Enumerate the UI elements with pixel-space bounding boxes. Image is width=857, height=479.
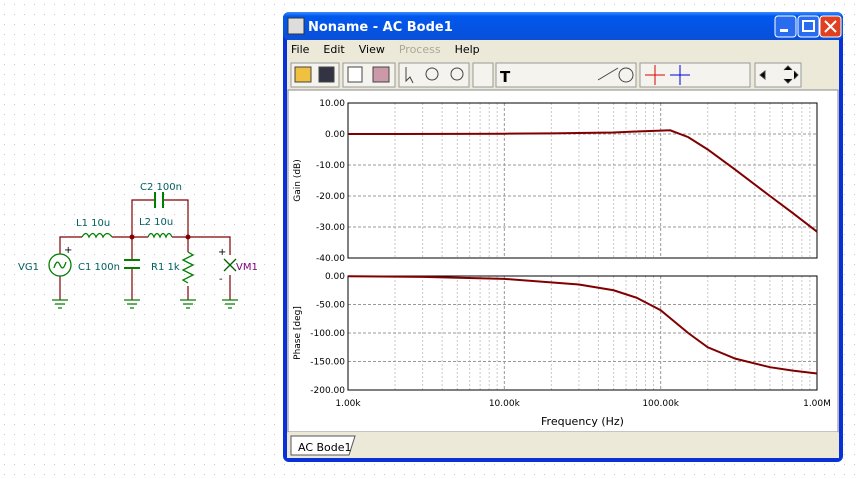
label: C2 100n [140,182,182,193]
window-title: Noname - AC Bode1 [308,20,453,35]
app-icon [287,17,305,35]
y-tick-label: -150.00 [310,358,345,368]
grounds [52,299,238,309]
ellipse-tool[interactable] [618,67,634,83]
line-tool[interactable] [597,67,619,81]
label: C1 100n [78,262,120,273]
sign: - [219,274,223,285]
x-tick-label: 1.00M [803,399,831,409]
sign: + [64,245,72,256]
select[interactable] [405,67,414,84]
plot-frame [347,275,818,391]
y-tick-label: 10.00 [319,99,345,109]
toolbar-icons[interactable]: T [294,65,799,86]
plot-frame [347,102,818,259]
y-tick-label: -200.00 [310,386,345,396]
menu-item[interactable]: File [291,43,310,56]
y-tick-label: -50.00 [316,301,345,311]
y-tick-label: -20.00 [316,192,345,202]
cursor-a[interactable] [645,65,665,85]
label: R1 1k [151,262,180,273]
caption-buttons[interactable] [774,15,842,38]
minimize[interactable] [774,15,797,38]
y-axis-label: Phase [deg] [293,306,303,360]
label: VM1 [236,262,258,273]
y-tick-label: 0.00 [325,272,345,282]
series-line [348,129,818,233]
label: VG1 [18,262,39,273]
menu-item[interactable]: View [359,43,385,56]
tab-label[interactable]: AC Bode1 [298,441,352,454]
label: L2 10u [139,217,173,228]
cursor-b[interactable] [670,65,690,85]
copy[interactable] [347,66,363,83]
zoom-in[interactable] [425,67,439,81]
tab[interactable] [290,435,356,456]
tab-strip [288,432,838,456]
y-tick-label: -30.00 [316,223,345,233]
x-tick-label: 1.00k [335,399,361,409]
menu-item[interactable]: Help [455,43,480,56]
components [48,192,237,284]
x-tick-label: 10.00k [489,399,521,409]
paste[interactable] [372,66,390,83]
plot-panel [287,89,839,433]
sign: + [218,247,226,258]
x-axis-label: Frequency (Hz) [541,415,624,428]
x-tick-label: 100.00k [642,399,679,409]
y-tick-label: 0.00 [325,130,345,140]
y-tick-label: -100.00 [310,329,345,339]
toolbar [290,62,802,88]
menu-item[interactable]: Edit [323,43,345,56]
arrows[interactable] [759,65,799,84]
label: L1 10u [76,218,110,229]
series-line [347,275,818,375]
menu-item[interactable]: Process [399,43,441,56]
save[interactable] [318,66,335,83]
title-bar [283,12,843,40]
text-tool[interactable]: T [500,68,511,86]
y-tick-label: -40.00 [316,254,345,264]
y-tick-label: -10.00 [316,161,345,171]
nodes [129,234,191,240]
zoom-out[interactable] [450,67,464,81]
open[interactable] [294,66,312,83]
maximize[interactable] [797,15,820,38]
y-axis-label: Gain (dB) [293,159,303,201]
